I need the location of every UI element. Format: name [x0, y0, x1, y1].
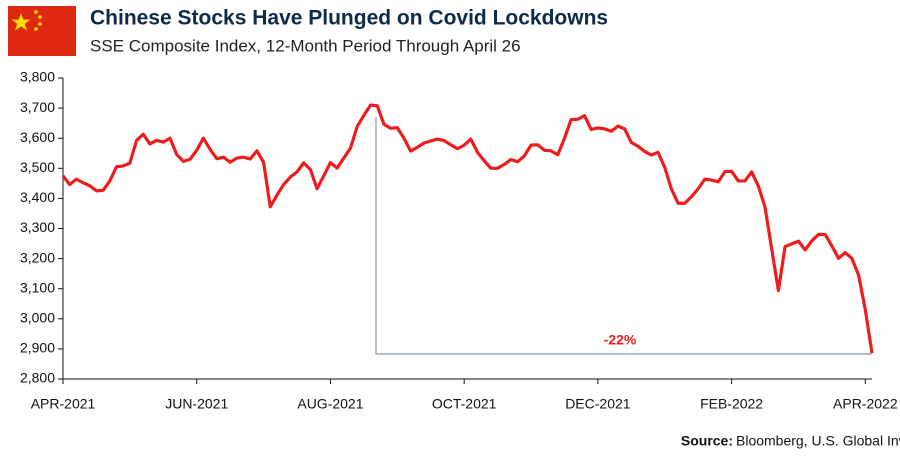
- annotation: -22%: [604, 332, 637, 348]
- flag: [8, 6, 76, 56]
- data-line: [61, 103, 874, 354]
- y-tick-label: 3,100: [20, 279, 55, 295]
- x-tick-label: JUN-2021: [165, 396, 228, 412]
- y-tick-label: 3,500: [20, 159, 55, 175]
- x-tick-label: APR-2022: [833, 396, 898, 412]
- y-tick-label: 3,400: [20, 189, 55, 205]
- drawdown-bracket: [375, 117, 872, 355]
- y-tick-label: 2,900: [20, 340, 55, 356]
- x-tick-label: DEC-2021: [565, 396, 631, 412]
- y-tick-label: 3,000: [20, 310, 55, 326]
- source: Bloomberg, U.S. Global Investors: [736, 433, 900, 449]
- chart-subtitle: SSE Composite Index, 12-Month Period Thr…: [90, 36, 521, 55]
- x-tick-label: OCT-2021: [432, 396, 497, 412]
- source-label: Source:: [681, 433, 733, 449]
- y-tick-label: 3,600: [20, 129, 55, 145]
- y-tick-label: 3,300: [20, 219, 55, 235]
- y-tick-label: 3,700: [20, 99, 55, 115]
- y-tick-label: 2,800: [20, 370, 55, 386]
- x-tick-label: AUG-2021: [297, 396, 363, 412]
- chart-title: Chinese Stocks Have Plunged on Covid Loc…: [90, 7, 608, 30]
- y-tick-label: 3,200: [20, 249, 55, 265]
- x-tick-label: APR-2021: [31, 396, 96, 412]
- x-tick-label: FEB-2022: [700, 396, 763, 412]
- y-tick-label: 3,800: [20, 69, 55, 85]
